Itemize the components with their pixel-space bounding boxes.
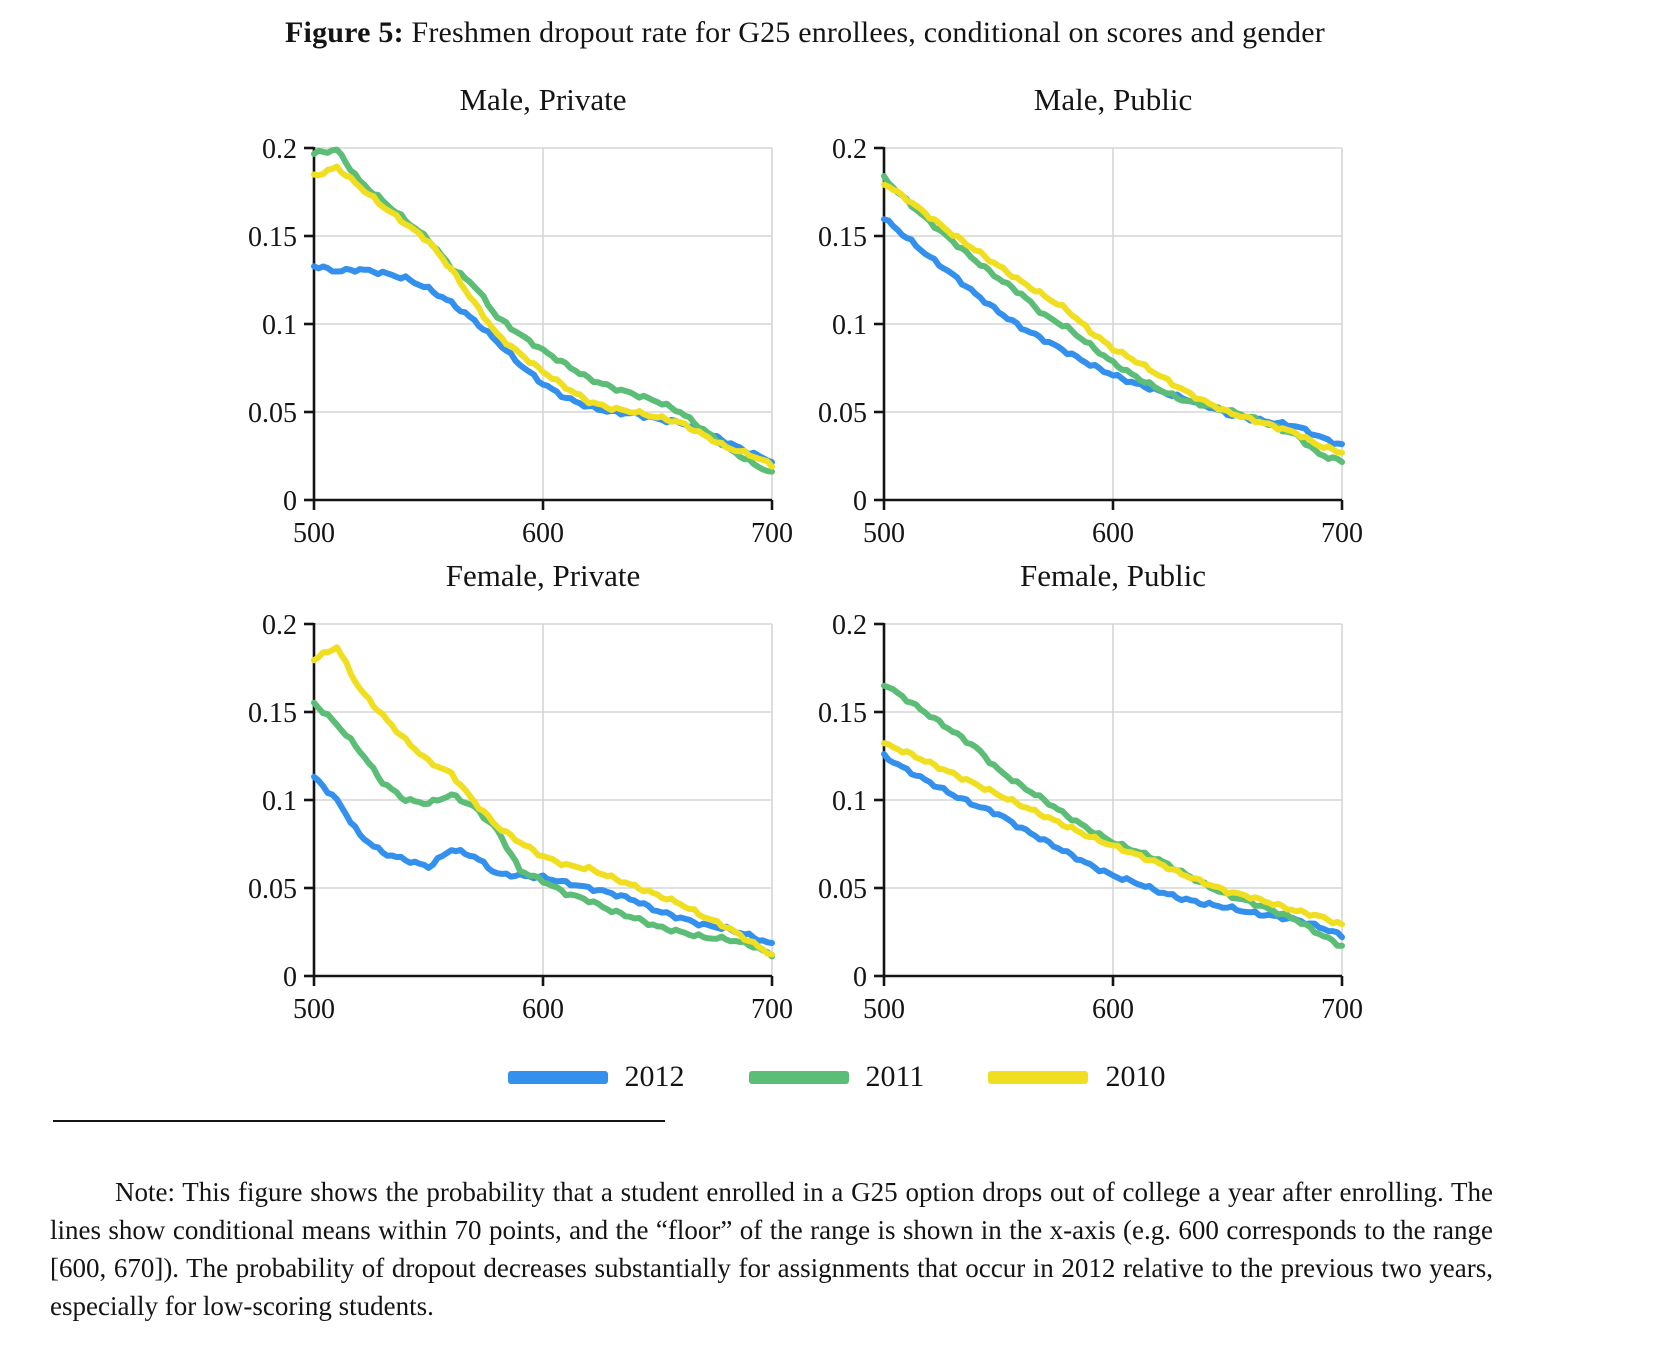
y-tick-label: 0.05	[248, 874, 297, 905]
y-tick-label: 0.1	[832, 310, 867, 341]
panel-male-public: Male, Public 0 0.05 0.1 0.15 0.2 500 600 700	[800, 78, 1370, 554]
legend-item-2011: 2011	[748, 1060, 925, 1094]
legend-label-2011: 2011	[865, 1060, 925, 1093]
x-tick-label: 700	[1321, 994, 1363, 1025]
series-line-2010	[311, 163, 775, 470]
figure-note: Note: This figure shows the probability …	[50, 1177, 1493, 1321]
legend-label-2012: 2012	[624, 1060, 685, 1093]
x-tick-label: 500	[293, 994, 335, 1025]
panel-title: Female, Public	[1020, 558, 1206, 593]
x-tick-label: 600	[1092, 994, 1134, 1025]
y-tick-label: 0.2	[832, 134, 867, 165]
panel-female-public: Female, Public 0 0.05 0.1 0.15 0.2 500 600 700	[800, 554, 1370, 1030]
y-tick-label: 0.1	[262, 786, 297, 817]
x-tick-label: 600	[522, 994, 564, 1025]
legend-swatch-2010	[988, 1070, 1089, 1084]
x-tick-label: 600	[1092, 518, 1134, 549]
legend-swatch-2011	[748, 1070, 849, 1084]
chart-legend: 2012 2011 2010	[0, 1060, 1673, 1094]
chart-female-private: 0 0.05 0.1 0.15 0.2 500 600 700	[248, 610, 793, 1025]
x-tick-label: 600	[522, 518, 564, 549]
series-line-2012	[311, 773, 775, 946]
series-line-2010	[881, 181, 1345, 456]
y-tick-label: 0.1	[832, 786, 867, 817]
y-tick-label: 0.1	[262, 310, 297, 341]
figure-caption: Figure 5: Freshmen dropout rate for G25 …	[0, 16, 1610, 50]
charts-grid: Male, Private 0 0.05 0.1 0.15 0.2 500 600 700 M…	[230, 78, 1370, 1030]
panel-title: Female, Private	[445, 558, 641, 593]
x-tick-label: 700	[751, 994, 793, 1025]
panel-title: Male, Public	[1033, 82, 1193, 117]
y-tick-label: 0.15	[818, 222, 867, 253]
legend-item-2010: 2010	[988, 1060, 1165, 1094]
y-tick-label: 0.15	[248, 698, 297, 729]
y-tick-label: 0	[853, 486, 867, 517]
series-line-2010	[881, 740, 1345, 928]
legend-label-2010: 2010	[1105, 1060, 1166, 1093]
y-tick-label: 0	[853, 962, 867, 993]
legend-swatch-2012	[507, 1070, 608, 1084]
figure-label: Figure 5:	[285, 16, 404, 49]
panel-female-private: Female, Private 0 0.05 0.1 0.15 0.2 500 600 700	[230, 554, 800, 1030]
x-tick-label: 500	[293, 518, 335, 549]
chart-male-private: 0 0.05 0.1 0.15 0.2 500 600 700	[248, 134, 793, 549]
legend-item-2012: 2012	[507, 1060, 685, 1094]
y-tick-label: 0.2	[832, 610, 867, 641]
series-line-2011	[311, 699, 775, 960]
y-tick-label: 0	[283, 962, 297, 993]
x-tick-label: 700	[1321, 518, 1363, 549]
figure-title-text: Freshmen dropout rate for G25 enrollees,…	[403, 16, 1325, 49]
chart-male-public: 0 0.05 0.1 0.15 0.2 500 600 700	[818, 134, 1363, 549]
x-tick-label: 500	[863, 994, 905, 1025]
x-tick-label: 500	[863, 518, 905, 549]
x-tick-label: 700	[751, 518, 793, 549]
y-tick-label: 0.2	[262, 610, 297, 641]
y-tick-label: 0.05	[818, 874, 867, 905]
y-tick-label: 0.15	[248, 222, 297, 253]
chart-female-public: 0 0.05 0.1 0.15 0.2 500 600 700	[818, 610, 1363, 1025]
series-line-2010	[311, 644, 775, 958]
y-tick-label: 0	[283, 486, 297, 517]
y-tick-label: 0.05	[248, 398, 297, 429]
y-tick-label: 0.05	[818, 398, 867, 429]
series-line-2012	[881, 751, 1345, 941]
y-tick-label: 0.2	[262, 134, 297, 165]
panel-title: Male, Private	[459, 82, 627, 117]
footnote-rule	[53, 1120, 665, 1122]
y-tick-label: 0.15	[818, 698, 867, 729]
series-line-2011	[311, 146, 775, 475]
panel-male-private: Male, Private 0 0.05 0.1 0.15 0.2 500 600 700	[230, 78, 800, 554]
